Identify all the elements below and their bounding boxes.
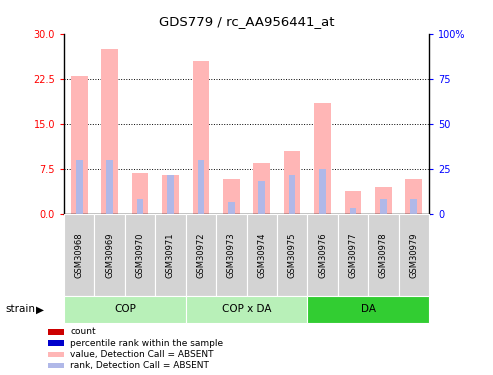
Text: GSM30976: GSM30976 bbox=[318, 232, 327, 278]
Bar bbox=[253, 163, 270, 214]
Text: GSM30970: GSM30970 bbox=[136, 232, 144, 278]
Text: DA: DA bbox=[360, 304, 376, 314]
Bar bbox=[375, 187, 391, 214]
Text: value, Detection Call = ABSENT: value, Detection Call = ABSENT bbox=[70, 350, 214, 359]
Text: strain: strain bbox=[5, 304, 35, 314]
Bar bbox=[95, 214, 125, 296]
Bar bbox=[368, 214, 398, 296]
Bar bbox=[198, 160, 204, 214]
Bar bbox=[246, 214, 277, 296]
Bar bbox=[48, 329, 64, 334]
Bar bbox=[106, 160, 113, 214]
Text: GSM30977: GSM30977 bbox=[349, 232, 357, 278]
Bar bbox=[307, 296, 429, 322]
Text: ▶: ▶ bbox=[36, 304, 44, 314]
Text: GSM30968: GSM30968 bbox=[75, 232, 84, 278]
Bar bbox=[228, 202, 235, 214]
Text: GSM30979: GSM30979 bbox=[409, 232, 418, 278]
Bar bbox=[193, 61, 209, 214]
Bar bbox=[64, 214, 95, 296]
Bar bbox=[405, 179, 422, 214]
Bar bbox=[223, 179, 240, 214]
Bar bbox=[48, 363, 64, 368]
Bar bbox=[216, 214, 246, 296]
Text: GSM30974: GSM30974 bbox=[257, 232, 266, 278]
Text: GSM30971: GSM30971 bbox=[166, 232, 175, 278]
Text: COP x DA: COP x DA bbox=[222, 304, 271, 314]
Bar bbox=[398, 214, 429, 296]
Bar bbox=[284, 151, 300, 214]
Bar bbox=[289, 175, 295, 214]
Bar bbox=[162, 175, 179, 214]
Text: COP: COP bbox=[114, 304, 136, 314]
Text: GSM30969: GSM30969 bbox=[105, 232, 114, 278]
Bar bbox=[186, 214, 216, 296]
Text: rank, Detection Call = ABSENT: rank, Detection Call = ABSENT bbox=[70, 361, 210, 370]
Bar bbox=[64, 296, 186, 322]
Text: GSM30972: GSM30972 bbox=[196, 232, 206, 278]
Bar bbox=[307, 214, 338, 296]
Bar bbox=[125, 214, 155, 296]
Text: GSM30975: GSM30975 bbox=[287, 232, 297, 278]
Bar bbox=[258, 181, 265, 214]
Bar bbox=[410, 199, 417, 214]
Bar bbox=[102, 49, 118, 214]
Text: GDS779 / rc_AA956441_at: GDS779 / rc_AA956441_at bbox=[159, 15, 334, 28]
Bar bbox=[155, 214, 186, 296]
Bar bbox=[76, 160, 83, 214]
Bar bbox=[277, 214, 307, 296]
Bar bbox=[132, 173, 148, 214]
Text: percentile rank within the sample: percentile rank within the sample bbox=[70, 339, 224, 348]
Bar bbox=[167, 175, 174, 214]
Bar bbox=[186, 296, 307, 322]
Text: count: count bbox=[70, 327, 96, 336]
Bar bbox=[345, 191, 361, 214]
Text: GSM30978: GSM30978 bbox=[379, 232, 388, 278]
Bar bbox=[350, 208, 356, 214]
Bar bbox=[338, 214, 368, 296]
Bar bbox=[48, 340, 64, 346]
Text: GSM30973: GSM30973 bbox=[227, 232, 236, 278]
Bar bbox=[319, 169, 326, 214]
Bar bbox=[314, 103, 331, 214]
Bar bbox=[71, 76, 88, 214]
Bar bbox=[137, 199, 143, 214]
Bar bbox=[380, 199, 387, 214]
Bar bbox=[48, 352, 64, 357]
